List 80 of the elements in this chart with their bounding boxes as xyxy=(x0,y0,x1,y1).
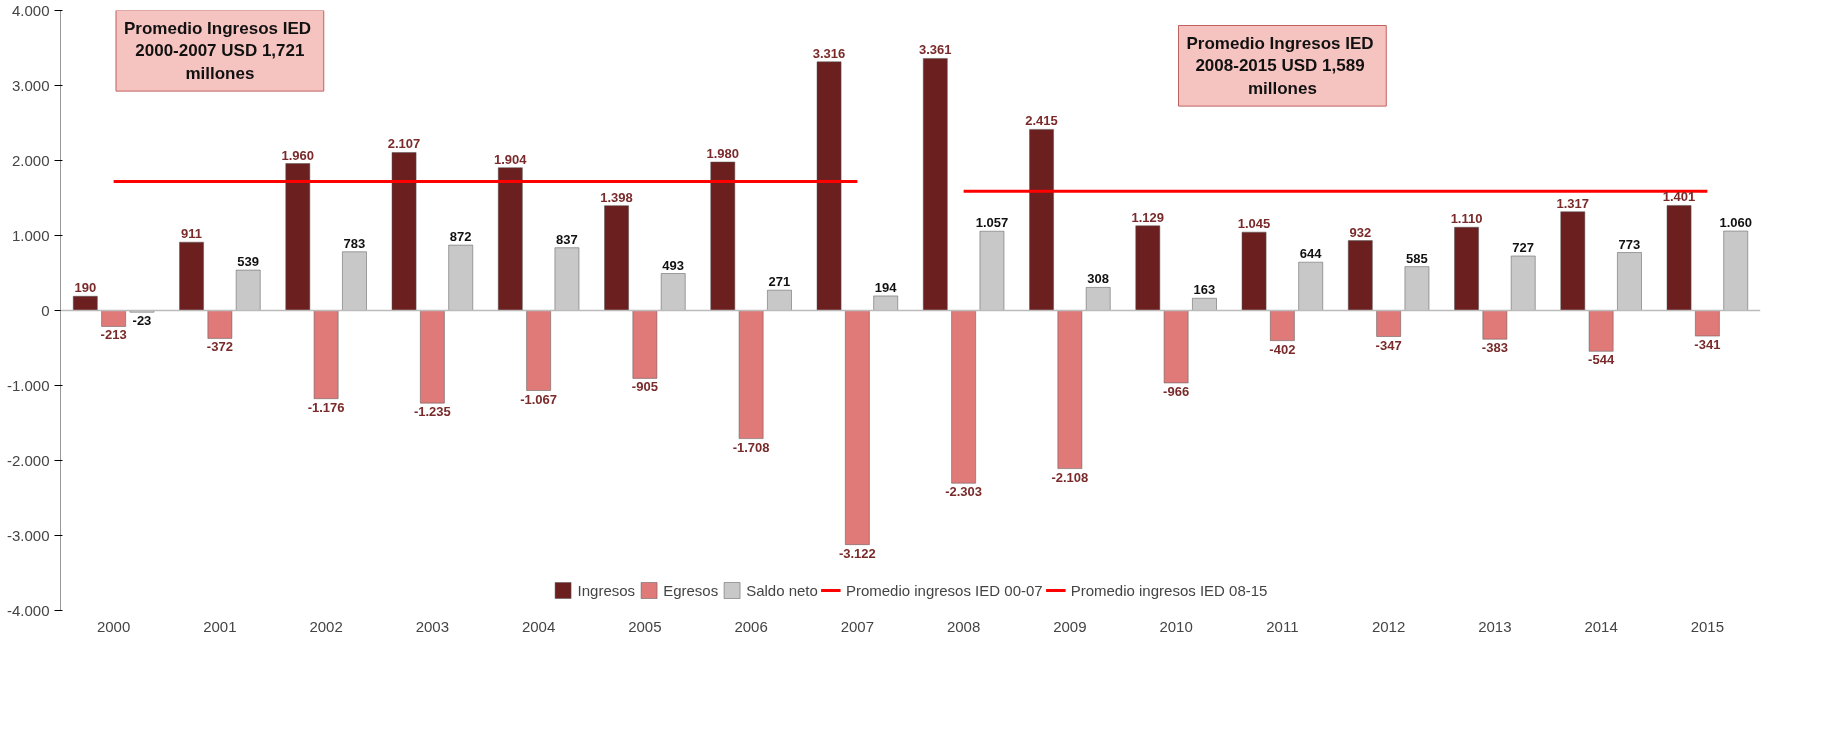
legend-label: Ingresos xyxy=(577,581,636,599)
y-tick-label: 1.000 xyxy=(11,226,50,244)
data-label: 3.361 xyxy=(919,42,952,58)
x-tick-label: 2002 xyxy=(309,617,343,635)
data-label: 3.316 xyxy=(812,45,846,61)
x-tick-label: 2012 xyxy=(1371,617,1406,635)
data-label: 872 xyxy=(449,229,472,245)
data-label: 271 xyxy=(768,274,791,290)
data-label: 1.904 xyxy=(494,151,528,167)
data-label: -213 xyxy=(100,327,127,343)
x-tick-label: 2005 xyxy=(628,617,662,635)
data-label: 727 xyxy=(1512,239,1535,255)
data-label: 1.110 xyxy=(1450,211,1483,227)
data-label: 932 xyxy=(1349,224,1372,240)
data-label: -23 xyxy=(132,313,152,329)
legend-label: Saldo neto xyxy=(746,581,818,599)
data-label: -2.303 xyxy=(945,484,983,500)
data-label: -544 xyxy=(1588,352,1615,368)
data-label: 1.060 xyxy=(1719,215,1752,230)
legend-label: Promedio ingresos IED 08-15 xyxy=(1070,581,1268,599)
data-label: -372 xyxy=(206,339,233,355)
data-label: 1.960 xyxy=(281,147,315,163)
data-label: -1.235 xyxy=(413,404,451,420)
data-label: 1.317 xyxy=(1556,195,1590,211)
x-tick-label: 2000 xyxy=(96,617,131,635)
y-tick-label: -2.000 xyxy=(6,451,50,469)
data-label: 1.398 xyxy=(600,189,633,205)
data-label: 493 xyxy=(662,257,685,273)
data-label: -3.122 xyxy=(838,545,876,561)
legend-label: Promedio ingresos IED 00-07 xyxy=(845,581,1043,599)
x-tick-label: 2007 xyxy=(840,617,875,635)
data-label: 539 xyxy=(237,254,260,270)
data-label: 837 xyxy=(556,231,578,247)
x-tick-label: 2004 xyxy=(521,617,556,635)
data-label: -402 xyxy=(1269,341,1296,357)
y-tick-label: -1.000 xyxy=(6,376,50,394)
y-tick-label: 0 xyxy=(41,301,50,319)
data-label: 644 xyxy=(1299,246,1323,262)
data-label: 1.401 xyxy=(1662,189,1696,205)
data-label: 773 xyxy=(1618,236,1641,252)
x-tick-label: 2013 xyxy=(1478,617,1512,635)
legend-label: Egresos xyxy=(663,581,719,599)
x-tick-label: 2009 xyxy=(1053,617,1087,635)
y-tick-label: 2.000 xyxy=(11,151,50,169)
data-label: 1.045 xyxy=(1237,216,1271,232)
x-tick-label: 2001 xyxy=(203,617,237,635)
y-tick-label: 3.000 xyxy=(11,76,50,94)
data-label: 911 xyxy=(181,226,203,242)
data-label: -905 xyxy=(631,379,658,395)
data-label: 1.980 xyxy=(706,146,740,161)
y-tick-label: 4.000 xyxy=(11,1,50,19)
data-label: -2.108 xyxy=(1051,469,1089,485)
data-label: -966 xyxy=(1163,383,1190,399)
data-label: -1.176 xyxy=(307,399,345,415)
data-label: -1.067 xyxy=(520,391,558,407)
x-tick-label: 2008 xyxy=(946,617,981,635)
data-label: 783 xyxy=(343,235,366,251)
data-label: 2.415 xyxy=(1025,113,1058,129)
data-label: 1.057 xyxy=(975,215,1009,231)
data-label: -341 xyxy=(1694,337,1721,353)
x-tick-label: 2003 xyxy=(415,617,450,635)
data-label: 163 xyxy=(1193,282,1216,298)
y-tick-label: -4.000 xyxy=(6,601,50,619)
annotation: Promedio Ingresos IED 2008-2015 USD 1,589 millones xyxy=(1186,33,1374,99)
x-tick-label: 2011 xyxy=(1266,617,1299,635)
annotation: Promedio Ingresos IED 2000-2007 USD 1,721 millones xyxy=(123,18,312,84)
x-tick-label: 2015 xyxy=(1690,617,1725,635)
x-tick-label: 2006 xyxy=(734,617,768,635)
x-tick-label: 2014 xyxy=(1584,617,1618,635)
data-label: -383 xyxy=(1481,340,1508,356)
y-tick-label: -3.000 xyxy=(6,526,50,544)
data-label: 585 xyxy=(1406,250,1428,266)
data-label: 2.107 xyxy=(387,136,421,152)
data-label: 1.129 xyxy=(1131,209,1165,225)
x-tick-label: 2010 xyxy=(1159,617,1193,635)
data-label: -347 xyxy=(1375,337,1402,353)
data-label: 194 xyxy=(874,279,898,295)
data-label: -1.708 xyxy=(732,439,770,455)
data-label: 190 xyxy=(74,280,97,296)
data-label: 308 xyxy=(1087,271,1110,287)
